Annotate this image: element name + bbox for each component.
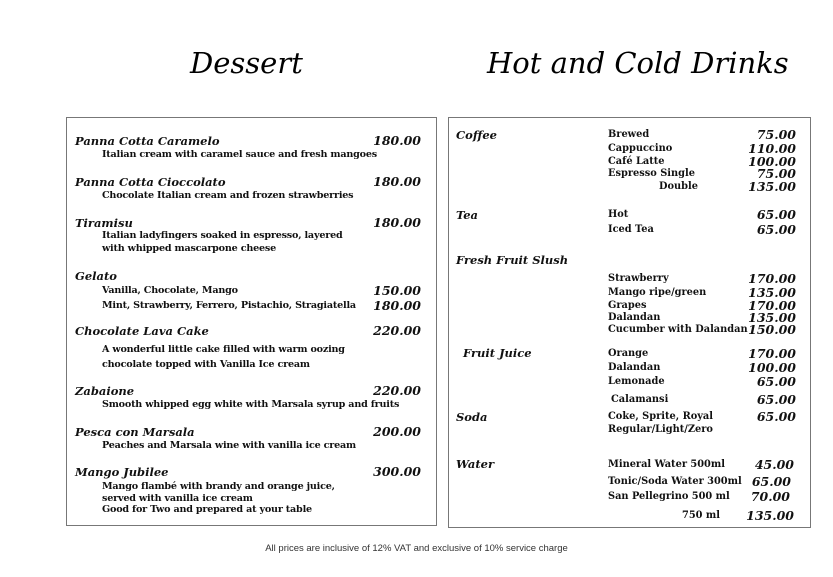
drink-price: 75.00 [756, 166, 796, 181]
drink-category: Tea [456, 208, 479, 222]
drink-item: Grapes [608, 300, 647, 311]
dessert-description: Italian cream with caramel sauce and fre… [102, 149, 377, 160]
drink-item: Mineral Water 500ml [608, 459, 725, 470]
dessert-price: 200.00 [373, 424, 421, 439]
drink-item: Café Latte [608, 156, 665, 167]
dessert-option-price: 180.00 [373, 298, 421, 313]
dessert-price: 220.00 [373, 323, 421, 338]
dessert-price: 180.00 [373, 133, 421, 148]
dessert-description: chocolate topped with Vanilla Ice cream [102, 359, 310, 370]
dessert-name: Zabaione [75, 384, 135, 398]
drink-item: Tonic/Soda Water 300ml [608, 476, 742, 487]
drink-price: 70.00 [750, 489, 790, 504]
dessert-option-price: 150.00 [373, 283, 421, 298]
drink-item: Espresso Single [608, 168, 695, 179]
drink-price: 110.00 [748, 141, 796, 156]
drink-item: Strawberry [608, 273, 669, 284]
drink-price: 170.00 [748, 271, 796, 286]
drink-item: San Pellegrino 500 ml [608, 491, 730, 502]
dessert-description: Mango flambé with brandy and orange juic… [102, 481, 335, 492]
drink-price: 150.00 [748, 322, 796, 337]
drink-item: Brewed [608, 129, 650, 140]
dessert-description: Peaches and Marsala wine with vanilla ic… [102, 440, 357, 451]
dessert-name: Panna Cotta Cioccolato [75, 175, 226, 189]
drink-category: Coffee [456, 128, 497, 142]
dessert-name: Pesca con Marsala [75, 425, 195, 439]
dessert-name: Mango Jubilee [75, 465, 169, 479]
drink-item: Hot [608, 209, 629, 220]
dessert-name: Gelato [75, 269, 117, 283]
dessert-name: Panna Cotta Caramelo [75, 134, 220, 148]
drink-category: Water [456, 457, 495, 471]
drink-price: 65.00 [756, 409, 796, 424]
drink-price: 170.00 [748, 298, 796, 313]
dessert-menu-panel [66, 117, 437, 526]
drink-category: Fruit Juice [463, 346, 532, 360]
drink-category: Soda [456, 410, 488, 424]
drink-item: Dalandan [608, 362, 661, 373]
dessert-price: 220.00 [373, 383, 421, 398]
drink-item: Cappuccino [608, 143, 673, 154]
drink-item: Cucumber with Dalandan [608, 324, 748, 335]
drink-price: 65.00 [756, 207, 796, 222]
drink-price: 100.00 [748, 360, 796, 375]
drink-price: 135.00 [748, 310, 796, 325]
dessert-option: Mint, Strawberry, Ferrero, Pistachio, St… [102, 300, 356, 311]
drinks-menu-panel [448, 117, 811, 528]
dessert-description: Smooth whipped egg white with Marsala sy… [102, 399, 400, 410]
drink-price: 100.00 [748, 154, 796, 169]
dessert-name: Chocolate Lava Cake [75, 324, 209, 338]
drink-price: 45.00 [754, 457, 794, 472]
drinks-title: Hot and Cold Drinks [487, 46, 789, 80]
dessert-price: 180.00 [373, 215, 421, 230]
drink-price: 135.00 [748, 285, 796, 300]
drink-item: Double [659, 181, 698, 192]
drink-category: Fresh Fruit Slush [456, 253, 569, 267]
drink-item: Mango ripe/green [608, 287, 707, 298]
dessert-title: Dessert [190, 46, 303, 80]
drink-price: 65.00 [756, 222, 796, 237]
dessert-description: Italian ladyfingers soaked in espresso, … [102, 230, 343, 241]
drink-price: 65.00 [756, 374, 796, 389]
dessert-description: Good for Two and prepared at your table [102, 504, 312, 515]
drink-price: 135.00 [748, 179, 796, 194]
dessert-price: 180.00 [373, 174, 421, 189]
drink-item: Regular/Light/Zero [608, 424, 713, 435]
dessert-description: served with vanilla ice cream [102, 493, 253, 504]
dessert-description: with whipped mascarpone cheese [102, 243, 277, 254]
drink-price: 170.00 [748, 346, 796, 361]
dessert-description: A wonderful little cake filled with warm… [102, 344, 345, 355]
dessert-name: Tiramisu [75, 216, 133, 230]
drink-item: 750 ml [682, 510, 720, 521]
drink-price: 135.00 [746, 508, 794, 523]
drink-price: 65.00 [751, 474, 791, 489]
price-note: All prices are inclusive of 12% VAT and … [265, 543, 568, 554]
dessert-description: Chocolate Italian cream and frozen straw… [102, 190, 354, 201]
drink-item: Calamansi [611, 394, 669, 405]
drink-item: Iced Tea [608, 224, 654, 235]
drink-item: Coke, Sprite, Royal [608, 411, 714, 422]
drink-price: 65.00 [756, 392, 796, 407]
drink-item: Orange [608, 348, 649, 359]
drink-item: Dalandan [608, 312, 661, 323]
dessert-price: 300.00 [373, 464, 421, 479]
drink-item: Lemonade [608, 376, 665, 387]
drink-price: 75.00 [756, 127, 796, 142]
dessert-option: Vanilla, Chocolate, Mango [102, 285, 238, 296]
